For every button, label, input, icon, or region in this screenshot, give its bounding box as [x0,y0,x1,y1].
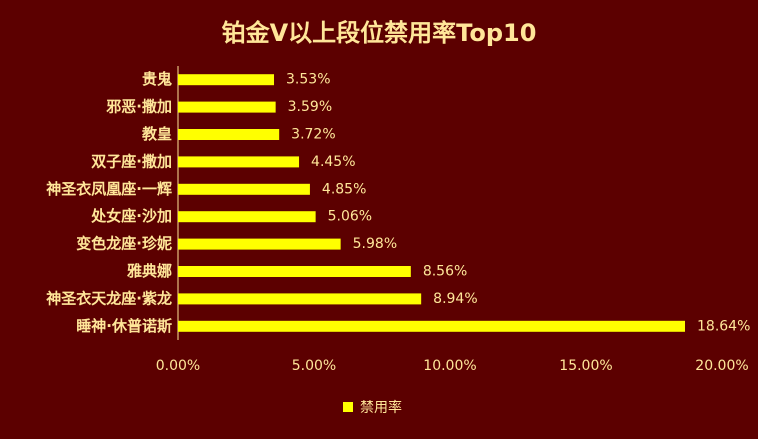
value-label: 5.98% [353,236,397,252]
y-tick-label: 双子座·撒加 [91,152,172,170]
value-label: 3.53% [286,72,330,88]
bar [178,320,686,332]
x-tick-label: 15.00% [559,358,612,374]
y-tick-label: 神圣衣天龙座·紫龙 [46,289,172,307]
chart-title: 铂金V以上段位禁用率Top10 [222,19,537,47]
bar [178,101,276,113]
x-tick-label: 5.00% [292,358,336,374]
x-tick-label: 20.00% [695,358,748,374]
value-label: 18.64% [697,318,750,334]
value-label: 3.72% [291,127,335,143]
bar [178,74,275,86]
value-label: 5.06% [328,209,372,225]
bar [178,238,341,250]
bar [178,129,280,140]
value-label: 4.45% [311,154,355,170]
y-tick-label: 教皇 [141,125,172,143]
y-tick-label: 邪恶·撒加 [105,98,172,116]
y-tick-label: 变色龙座·珍妮 [76,235,172,253]
y-tick-label: 处女座·沙加 [90,207,172,225]
bar [178,293,422,305]
value-label: 8.94% [433,291,477,307]
x-tick-label: 0.00% [156,358,200,374]
y-tick-label: 睡神·休普诺斯 [76,317,172,335]
bar [178,156,300,168]
value-label: 4.85% [322,181,366,197]
y-tick-label: 雅典娜 [126,262,172,280]
legend-label: 禁用率 [360,399,402,416]
value-label: 8.56% [423,264,467,280]
legend-swatch [343,402,353,412]
y-tick-label: 贵鬼 [142,70,172,88]
x-tick-label: 10.00% [423,358,476,374]
bar [178,211,316,223]
value-label: 3.59% [288,99,332,115]
y-tick-label: 神圣衣凤凰座·一辉 [46,180,172,198]
bar [178,183,310,195]
bar [178,266,411,277]
